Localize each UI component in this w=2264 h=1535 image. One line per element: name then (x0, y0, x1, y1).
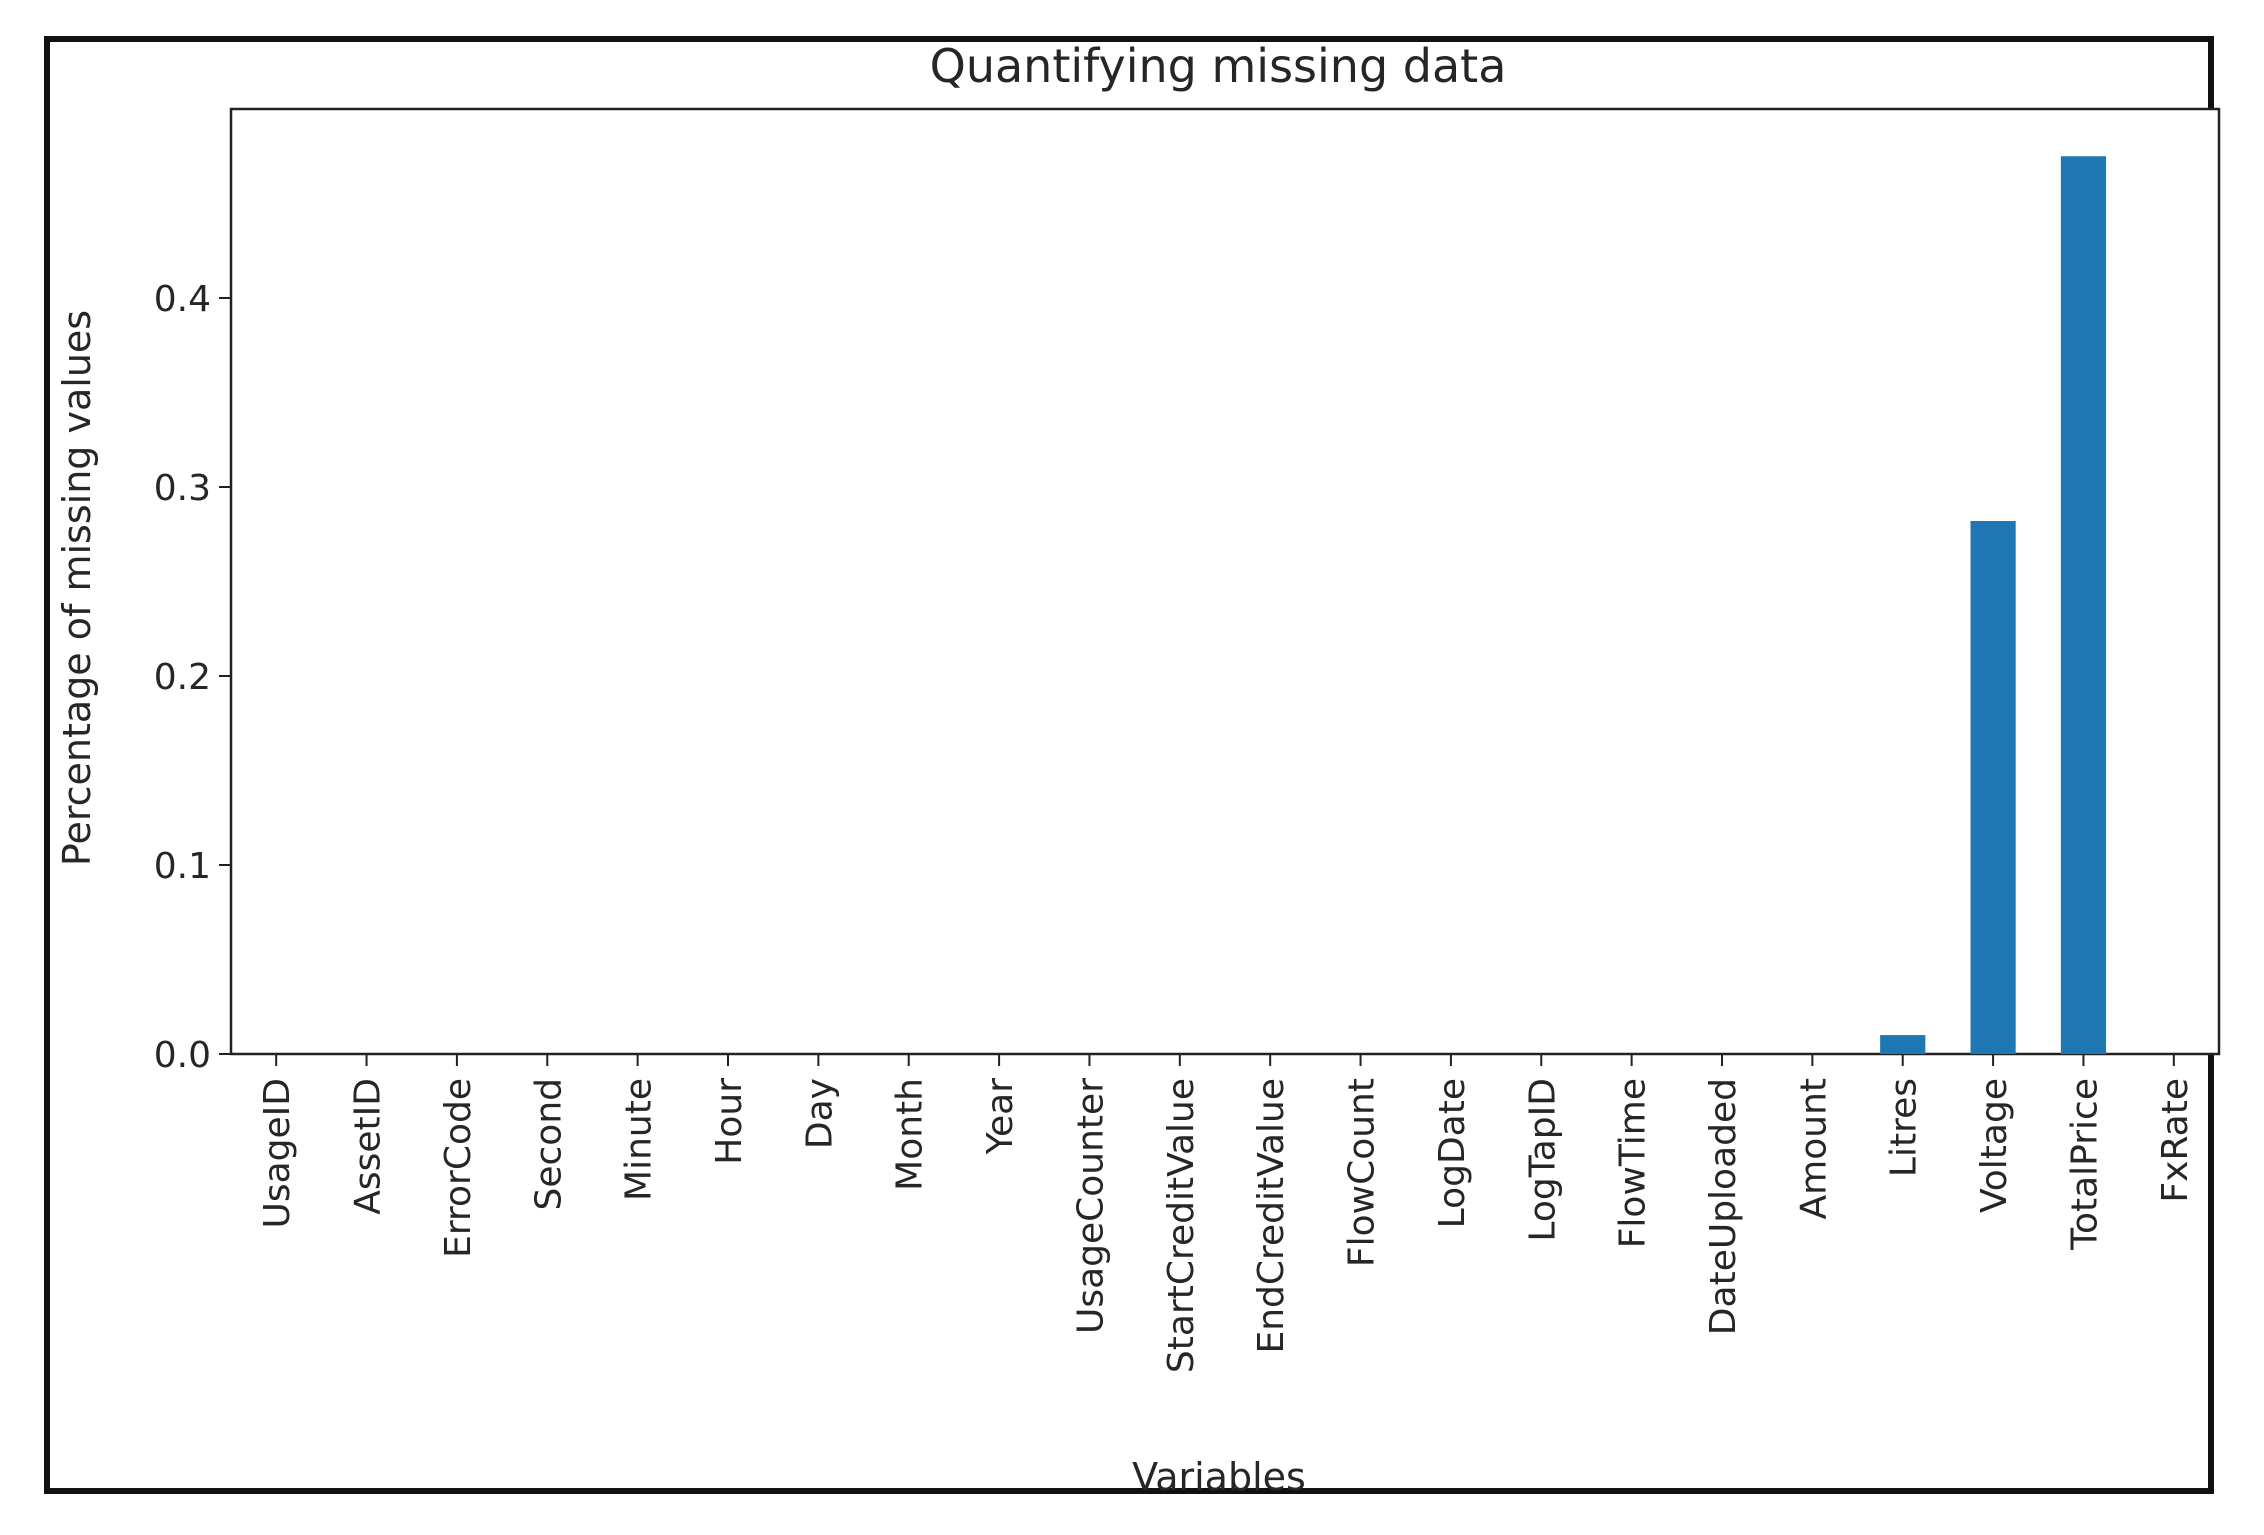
bar-voltage (1970, 521, 2016, 1054)
bar-totalprice (2060, 156, 2107, 1054)
x-axis-label: Variables (1132, 1455, 1306, 1499)
x-tick-label: UsageCounter (1070, 1078, 1111, 1334)
x-tick-label: Year (980, 1078, 1021, 1155)
x-tick-label: Litres (1884, 1078, 1925, 1177)
y-axis: 0.0 0.1 0.2 0.3 0.4 (154, 279, 231, 1076)
x-tick-label: LogTapID (1522, 1078, 1563, 1242)
x-tick-label: ErrorCode (438, 1078, 479, 1258)
bars (1880, 156, 2107, 1054)
x-tick-label: Minute (619, 1078, 660, 1201)
x-tick-label: DateUploaded (1703, 1078, 1744, 1335)
x-tick-label: Amount (1793, 1078, 1834, 1219)
bar-litres (1880, 1035, 1926, 1054)
x-tick-label: Day (799, 1078, 840, 1149)
y-tick-label: 0.3 (154, 468, 211, 509)
x-tick-label: TotalPrice (2064, 1078, 2105, 1251)
x-tick-label: Hour (709, 1078, 750, 1165)
y-tick-label: 0.4 (154, 279, 211, 320)
y-tick-label: 0.0 (154, 1035, 211, 1076)
x-tick-label: FlowCount (1342, 1078, 1383, 1267)
plot-area (229, 107, 2221, 1056)
x-tick-label: Voltage (1974, 1078, 2015, 1213)
x-tick-label: FxRate (2155, 1078, 2196, 1203)
x-tick-label: FlowTime (1613, 1078, 1654, 1248)
y-axis-label: Percentage of missing values (55, 310, 99, 866)
x-tick-label: AssetID (348, 1078, 389, 1215)
x-tick-label: EndCreditValue (1251, 1078, 1292, 1354)
x-tick-label: StartCreditValue (1161, 1078, 1202, 1373)
x-tick-label: Month (890, 1078, 931, 1191)
y-tick-label: 0.1 (154, 846, 211, 887)
chart-title: Quantifying missing data (930, 39, 1507, 93)
x-axis: UsageID AssetID ErrorCode Second Minute Hour D… (257, 1054, 2196, 1373)
y-tick-label: 0.2 (154, 657, 211, 698)
x-tick-label: UsageID (257, 1078, 298, 1229)
x-tick-label: LogDate (1432, 1078, 1473, 1228)
x-tick-label: Second (528, 1078, 569, 1211)
